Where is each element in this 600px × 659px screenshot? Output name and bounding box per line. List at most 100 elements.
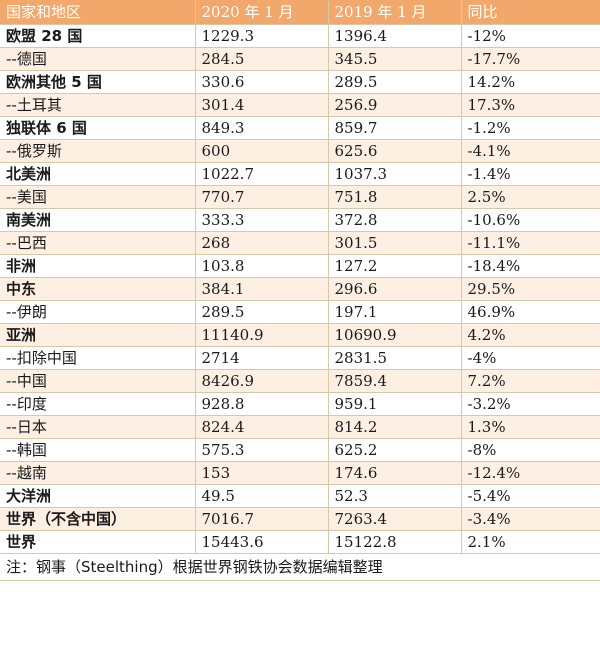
cell-yoy: 7.2%: [461, 369, 600, 393]
cell-region: --扣除中国: [0, 346, 196, 370]
cell-region: 世界: [0, 530, 196, 554]
cell-yoy: 14.2%: [461, 70, 600, 94]
cell-yoy: 29.5%: [461, 277, 600, 301]
cell-region: --美国: [0, 185, 196, 209]
cell-yoy: -12%: [461, 24, 600, 48]
cell-yoy: 1.3%: [461, 415, 600, 439]
table-row: 世界 15443.6 15122.8 2.1%: [0, 530, 600, 554]
cell-2020-jan: 268: [195, 231, 329, 255]
cell-2019-jan: 1037.3: [328, 162, 462, 186]
cell-2019-jan: 256.9: [328, 93, 462, 117]
table-row: --扣除中国 2714 2831.5 -4%: [0, 346, 600, 370]
cell-2020-jan: 103.8: [195, 254, 329, 278]
cell-region: 世界（不含中国）: [0, 507, 196, 531]
table-row: 亚洲 11140.9 10690.9 4.2%: [0, 323, 600, 347]
table-row: 非洲 103.8 127.2 -18.4%: [0, 254, 600, 278]
cell-region: --德国: [0, 47, 196, 71]
cell-2020-jan: 928.8: [195, 392, 329, 416]
cell-region: --伊朗: [0, 300, 196, 324]
cell-2020-jan: 600: [195, 139, 329, 163]
cell-yoy: -1.4%: [461, 162, 600, 186]
table-row: --越南 153 174.6 -12.4%: [0, 461, 600, 485]
cell-2019-jan: 345.5: [328, 47, 462, 71]
cell-region: 欧盟 28 国: [0, 24, 196, 48]
cell-region: 欧洲其他 5 国: [0, 70, 196, 94]
cell-2020-jan: 330.6: [195, 70, 329, 94]
cell-2019-jan: 625.2: [328, 438, 462, 462]
cell-2019-jan: 7263.4: [328, 507, 462, 531]
table-row: 独联体 6 国 849.3 859.7 -1.2%: [0, 116, 600, 140]
cell-2020-jan: 15443.6: [195, 530, 329, 554]
table-row: 南美洲 333.3 372.8 -10.6%: [0, 208, 600, 232]
steel-output-table: 国家和地区 2020 年 1 月 2019 年 1 月 同比 欧盟 28 国 12…: [0, 0, 600, 581]
cell-2019-jan: 625.6: [328, 139, 462, 163]
header-2019-jan: 2019 年 1 月: [328, 0, 462, 25]
cell-2019-jan: 296.6: [328, 277, 462, 301]
table-row: --中国 8426.9 7859.4 7.2%: [0, 369, 600, 393]
cell-yoy: 2.5%: [461, 185, 600, 209]
cell-2020-jan: 1229.3: [195, 24, 329, 48]
note-row: 注：钢事（Steelthing）根据世界钢铁协会数据编辑整理: [0, 553, 600, 581]
table-row: --日本 824.4 814.2 1.3%: [0, 415, 600, 439]
cell-2019-jan: 197.1: [328, 300, 462, 324]
cell-yoy: 2.1%: [461, 530, 600, 554]
cell-2020-jan: 49.5: [195, 484, 329, 508]
cell-region: --印度: [0, 392, 196, 416]
cell-2020-jan: 153: [195, 461, 329, 485]
cell-yoy: -3.4%: [461, 507, 600, 531]
cell-yoy: -12.4%: [461, 461, 600, 485]
cell-2019-jan: 127.2: [328, 254, 462, 278]
header-yoy: 同比: [461, 0, 600, 25]
cell-2019-jan: 10690.9: [328, 323, 462, 347]
table-row: 世界（不含中国） 7016.7 7263.4 -3.4%: [0, 507, 600, 531]
table-row: 大洋洲 49.5 52.3 -5.4%: [0, 484, 600, 508]
table-body: 欧盟 28 国 1229.3 1396.4 -12% --德国 284.5 345.5 -17…: [0, 24, 600, 554]
cell-region: --俄罗斯: [0, 139, 196, 163]
cell-2019-jan: 7859.4: [328, 369, 462, 393]
cell-region: 北美洲: [0, 162, 196, 186]
cell-2020-jan: 384.1: [195, 277, 329, 301]
table-row: --印度 928.8 959.1 -3.2%: [0, 392, 600, 416]
header-region: 国家和地区: [0, 0, 196, 25]
cell-2020-jan: 7016.7: [195, 507, 329, 531]
cell-yoy: -8%: [461, 438, 600, 462]
cell-yoy: 46.9%: [461, 300, 600, 324]
cell-region: --韩国: [0, 438, 196, 462]
cell-2020-jan: 284.5: [195, 47, 329, 71]
cell-region: 南美洲: [0, 208, 196, 232]
cell-2019-jan: 814.2: [328, 415, 462, 439]
cell-2019-jan: 174.6: [328, 461, 462, 485]
table-row: 欧盟 28 国 1229.3 1396.4 -12%: [0, 24, 600, 48]
cell-2020-jan: 770.7: [195, 185, 329, 209]
source-note: 注：钢事（Steelthing）根据世界钢铁协会数据编辑整理: [0, 553, 600, 581]
cell-2019-jan: 859.7: [328, 116, 462, 140]
cell-2020-jan: 849.3: [195, 116, 329, 140]
cell-yoy: -11.1%: [461, 231, 600, 255]
cell-yoy: 17.3%: [461, 93, 600, 117]
table-row: --韩国 575.3 625.2 -8%: [0, 438, 600, 462]
cell-yoy: -4%: [461, 346, 600, 370]
cell-yoy: -5.4%: [461, 484, 600, 508]
cell-region: --越南: [0, 461, 196, 485]
cell-2019-jan: 52.3: [328, 484, 462, 508]
cell-region: --中国: [0, 369, 196, 393]
table-row: 中东 384.1 296.6 29.5%: [0, 277, 600, 301]
cell-2020-jan: 333.3: [195, 208, 329, 232]
cell-yoy: 4.2%: [461, 323, 600, 347]
table-row: --土耳其 301.4 256.9 17.3%: [0, 93, 600, 117]
cell-2020-jan: 1022.7: [195, 162, 329, 186]
cell-2019-jan: 1396.4: [328, 24, 462, 48]
cell-2019-jan: 751.8: [328, 185, 462, 209]
cell-2020-jan: 11140.9: [195, 323, 329, 347]
cell-2020-jan: 824.4: [195, 415, 329, 439]
cell-yoy: -3.2%: [461, 392, 600, 416]
cell-2019-jan: 289.5: [328, 70, 462, 94]
cell-yoy: -10.6%: [461, 208, 600, 232]
cell-2019-jan: 301.5: [328, 231, 462, 255]
header-2020-jan: 2020 年 1 月: [195, 0, 329, 25]
table-header-row: 国家和地区 2020 年 1 月 2019 年 1 月 同比: [0, 0, 600, 25]
cell-yoy: -17.7%: [461, 47, 600, 71]
cell-2019-jan: 15122.8: [328, 530, 462, 554]
cell-yoy: -18.4%: [461, 254, 600, 278]
cell-region: 独联体 6 国: [0, 116, 196, 140]
